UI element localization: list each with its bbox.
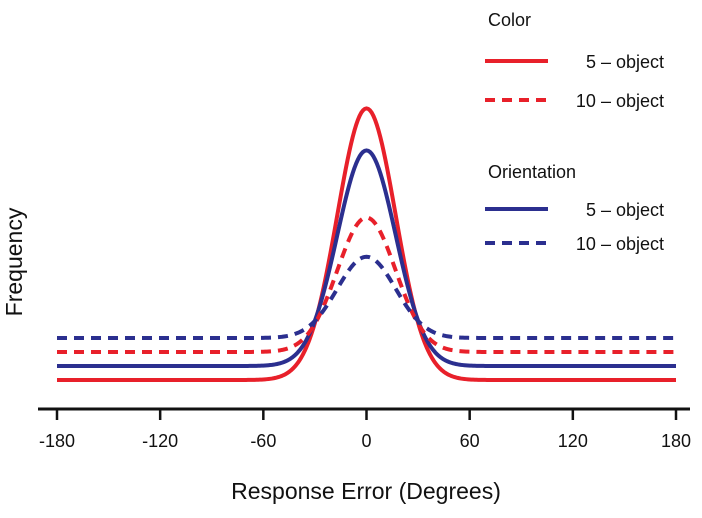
legend-group-title: Color <box>488 10 531 30</box>
series-line-orientation-5 <box>56 148 677 368</box>
legend-entry-label: 5 – object <box>586 52 664 72</box>
x-tick-label: -60 <box>250 431 276 451</box>
legend-entry-label: 10 – object <box>576 91 664 111</box>
legend-entry-label: 5 – object <box>586 200 664 220</box>
x-tick-label: 0 <box>361 431 371 451</box>
x-tick-label: -120 <box>142 431 178 451</box>
x-tick-label: 180 <box>661 431 691 451</box>
legend-entry-label: 10 – object <box>576 234 664 254</box>
y-axis-label: Frequency <box>1 207 27 316</box>
series-line-color-10 <box>56 215 677 354</box>
legend-group-title: Orientation <box>488 162 576 182</box>
series-layer <box>56 106 677 382</box>
x-tick-label: -180 <box>39 431 75 451</box>
legend: Color 5 – object 10 – object Orientation 5 –… <box>485 10 664 254</box>
series-line-orientation-10 <box>56 254 677 340</box>
x-axis: -180 -120 -60 0 60 120 180 Response Error (Deg… <box>38 407 691 504</box>
x-tick-label: 120 <box>558 431 588 451</box>
x-ticks: -180 -120 -60 0 60 120 180 <box>39 409 691 451</box>
x-tick-label: 60 <box>460 431 480 451</box>
x-axis-label: Response Error (Degrees) <box>231 478 501 504</box>
series-line-color-5 <box>56 106 677 382</box>
